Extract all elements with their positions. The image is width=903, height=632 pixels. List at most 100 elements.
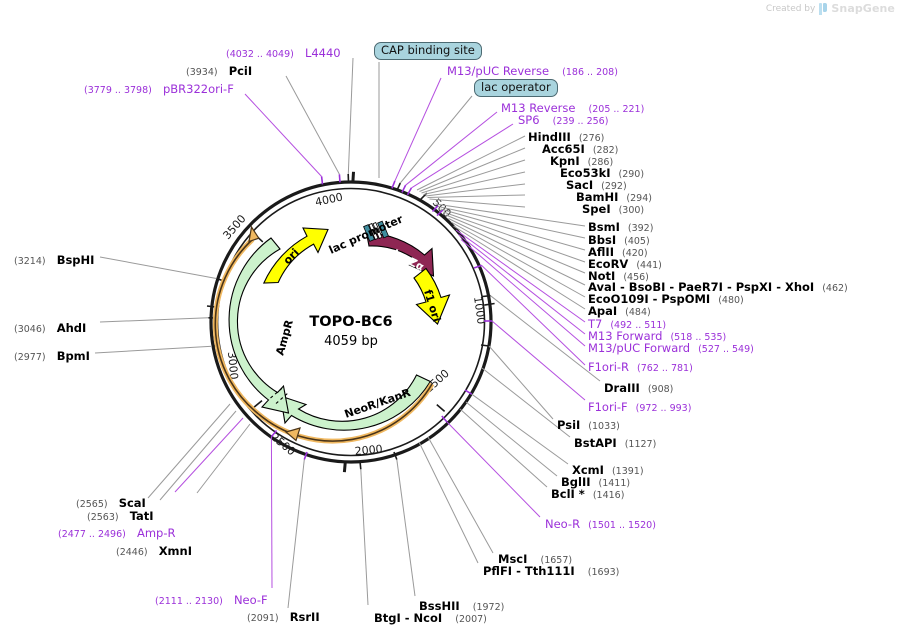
label-name: Acc65I — [542, 142, 585, 156]
label-position: (392) — [627, 223, 654, 234]
label-name: Neo-R — [545, 517, 581, 531]
label-ahdi: (3046) AhdI — [14, 321, 87, 335]
label-position: (908) — [647, 384, 674, 395]
label-name: Eco53kI — [560, 166, 611, 180]
label-position: (286) — [587, 157, 614, 168]
label-position: (972 .. 993) — [635, 403, 692, 414]
label-position: (300) — [618, 205, 645, 216]
label-name: EcoRV — [588, 257, 629, 271]
feature-ori: ori — [262, 227, 329, 284]
label-position: (405) — [624, 236, 650, 247]
label-m13-forward: M13 Forward (518 .. 535) — [588, 327, 726, 343]
label-position: (1411) — [598, 478, 631, 489]
label-position: (1501 .. 1520) — [588, 520, 656, 531]
label-position: (1127) — [624, 439, 657, 450]
label-m13-puc-forward: M13/pUC Forward (527 .. 549) — [588, 339, 754, 355]
label-position: (1033) — [588, 421, 620, 432]
label-msci: MscI (1657) — [498, 552, 573, 566]
label-position: (492 .. 511) — [610, 320, 667, 331]
label-position: (456) — [623, 272, 649, 283]
label-m13-reverse: M13 Reverse (205 .. 221) — [501, 101, 645, 115]
feature-lac-promoter-marks: lac promoter — [327, 212, 405, 256]
plasmid-title-group: TOPO-BC6 4059 bp — [309, 314, 392, 349]
label-pbr322ori-f: (3779 .. 3798) pBR322ori-F — [84, 82, 234, 96]
label-amp-r: (2477 .. 2496) Amp-R — [58, 526, 176, 540]
site-markers — [208, 173, 492, 470]
label-bamhi: BamHI (294) — [576, 188, 652, 204]
label-name: NotI — [588, 269, 616, 283]
label-name: F1ori-F — [588, 400, 628, 414]
label-position: (484) — [625, 307, 651, 318]
label-name: HindIII — [528, 130, 571, 144]
label-f1ori-r: F1ori-R (762 .. 781) — [588, 358, 693, 374]
label-f1ori-f: F1ori-F (972 .. 993) — [588, 398, 691, 414]
label-name: BclI * — [551, 487, 585, 501]
label-name: T7 — [588, 317, 603, 331]
label-name: AflII — [588, 245, 614, 259]
label-position: (1391) — [611, 466, 644, 477]
svg-text:3500: 3500 — [220, 212, 248, 242]
label-sp6: SP6 (239 .. 256) — [518, 113, 609, 127]
svg-text:lac promoter: lac promoter — [327, 212, 405, 256]
svg-text:AmpR: AmpR — [273, 318, 296, 357]
feature-neor-kanr: NeoR/KanR — [279, 374, 432, 431]
label-name: XcmI — [572, 463, 604, 477]
label-position: (480) — [718, 295, 744, 306]
label-name: DraIII — [604, 381, 640, 395]
label-saci: SacI (292) — [566, 176, 627, 192]
label-bcli: BclI * (1416) — [551, 485, 624, 501]
label-name: PsiI — [557, 418, 581, 432]
label-position: (294) — [626, 193, 652, 204]
label-name: EcoO109I - PspOMI — [588, 292, 711, 306]
plasmid-size: 4059 bp — [324, 334, 378, 349]
label-position: (282) — [592, 145, 619, 156]
svg-text:4000: 4000 — [314, 190, 344, 209]
label-name: BstAPI — [574, 436, 617, 450]
label-name: ApaI — [588, 304, 618, 318]
label-position: (462) — [822, 283, 848, 294]
label-name: AvaI - BsoBI - PaeR7I - PspXI - XhoI — [588, 280, 815, 294]
label-name: BbsI — [588, 233, 617, 247]
label-name: BsmI — [588, 220, 620, 234]
label-name: BglII — [561, 475, 591, 489]
snapgene-logo-icon — [819, 2, 828, 15]
label-cap-binding-site: CAP binding site — [374, 42, 482, 61]
label-position: (420) — [621, 248, 648, 259]
label-scai: (2565) ScaI — [76, 496, 146, 510]
label-position: (1416) — [592, 490, 625, 501]
credit-brand: SnapGene — [831, 2, 895, 15]
feature-lacz-alpha: lacZα — [365, 232, 435, 277]
label-position: (518 .. 535) — [670, 332, 727, 343]
feature-orange-arc — [212, 225, 435, 444]
label-hindiii: HindIII (276) — [528, 128, 604, 144]
label-bsshii: BssHII (1972) — [419, 599, 505, 613]
label-m13-puc-reverse: M13/pUC Reverse (186 .. 208) — [447, 64, 618, 78]
label-lac-operator: lac operator — [474, 79, 558, 98]
label-pflfi-tth111i: PflFI - Tth111I (1693) — [483, 564, 620, 578]
label-ecorv: EcoRV (441) — [588, 255, 662, 271]
label-xmni: (2446) XmnI — [116, 544, 193, 558]
label-avai-bsobi-paer7i-pspxi-xhoi: AvaI - BsoBI - PaeR7I - PspXI - XhoI (462… — [588, 278, 848, 294]
label-draiii: DraIII (908) — [604, 379, 673, 395]
label-eco53ki: Eco53kI (290) — [560, 164, 644, 180]
label-name: SacI — [566, 178, 594, 192]
credit-prefix: Created by — [765, 3, 816, 14]
label-name: KpnI — [550, 154, 580, 168]
label-btgi-ncoi: BtgI - NcoI (2007) — [374, 611, 487, 625]
label-name: M13 Forward — [588, 329, 663, 343]
label-apai: ApaI (484) — [588, 302, 651, 318]
label-name: BamHI — [576, 190, 619, 204]
label-tati: (2563) TatI — [87, 509, 154, 523]
label-bglii: BglII (1411) — [561, 473, 630, 489]
label-position: (276) — [578, 133, 605, 144]
label-bsmi: BsmI (392) — [588, 218, 653, 234]
label-name: F1ori-R — [588, 360, 630, 374]
label-pcii: (3934) PciI — [186, 64, 253, 78]
label-psii: PsiI (1033) — [557, 416, 620, 432]
snapgene-credit: Created by SnapGene — [766, 2, 895, 15]
label-neo-r: Neo-R (1501 .. 1520) — [545, 515, 656, 531]
leader-lines — [94, 57, 601, 609]
label-bsphi: (3214) BspHI — [14, 253, 95, 267]
svg-text:2000: 2000 — [354, 443, 383, 458]
